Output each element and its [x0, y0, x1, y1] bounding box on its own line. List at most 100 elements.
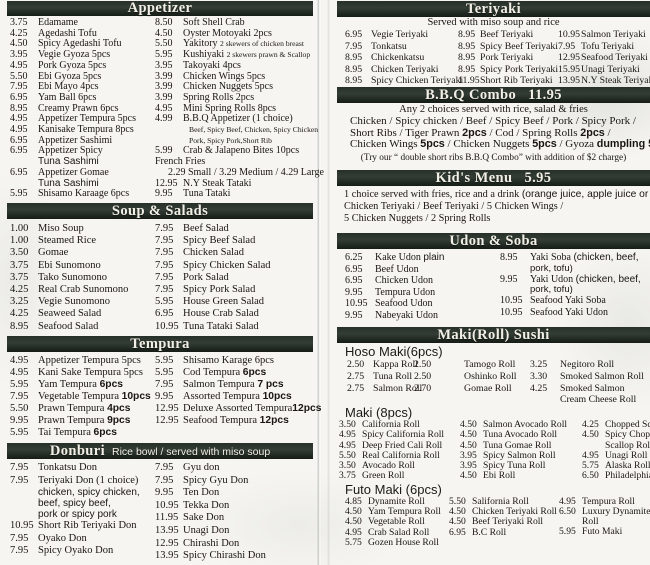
item-line: Seafood Teriyaki [581, 52, 650, 64]
item-subline: Cream Cheese Roll [560, 395, 650, 405]
item-line: Ebi Sunomono [38, 260, 155, 272]
item-line: Shisamo Karage 6pcs [183, 355, 321, 367]
menu-item: 7.95 Salmon Tempura 7 pcs [155, 379, 321, 391]
item-subline: pork, tofu) [530, 263, 650, 274]
item-price: 15.95 [558, 63, 581, 75]
menu-item: 4.50 Yam Tempura Roll [345, 506, 449, 517]
text-segment: (Try our “ double short ribs B.B.Q Combo… [360, 152, 627, 163]
item-line: Seafood Udon [375, 298, 500, 310]
item-price: 4.95 [559, 495, 576, 507]
menu-item: 7.95 Gyu don [155, 462, 313, 475]
menu-item: French Fries 2.29 Small / 3.29 Medium / 4… [155, 156, 324, 178]
item-line: Philadelphia Roll [605, 471, 650, 481]
paragraph-line: Chicken Teriyaki / Beef Teriyaki / 5 Chi… [337, 201, 650, 213]
text-segment: Miso Soup [38, 223, 84, 234]
item-line: Kanisake Tempura 8pcs [38, 124, 155, 136]
text-segment: Prawn Tempura [38, 403, 108, 414]
item-name: Tako Sunomono [38, 272, 155, 284]
item-price: 4.95 [10, 124, 28, 136]
menu-item: 5.95 Yam Tempura 6pcs [10, 379, 155, 391]
text-segment: French Fries [155, 156, 206, 168]
text-segment: Tuna Tataki Salad [183, 320, 259, 332]
item-line: Chickenkatsu [371, 52, 458, 64]
text-segment: 10pcs [121, 391, 151, 402]
item-line: Unagi Roll [605, 450, 650, 461]
menu-item: 12.95 Seafood Tempura 12pcs [155, 415, 321, 427]
item-price: 3.25 [10, 296, 29, 308]
item-line: Ebi Mayo 4pcs [38, 81, 155, 93]
paragraph-line: Chicken / Spicy chicken / Beef / Spicy B… [337, 115, 650, 128]
item-price: 11.95 [155, 512, 179, 524]
item-line: Spicy Chopped [605, 430, 650, 440]
menu-item: 4.50 Spicy ChoppedScallop Roll [582, 430, 650, 451]
item-line: Appetizer Gomae [38, 167, 155, 179]
item-line: N.Y Steak Teriyaki [581, 75, 650, 87]
item-name: Soft Shell Crab [183, 17, 324, 29]
section-body: 1.00 Miso Soup 1.00 Steamed Rice 3.50 Gomae 3.… [7, 223, 313, 333]
menu-item: 4.99 B.B.Q Appetizer (1 choice) Beef, Spic… [155, 113, 324, 146]
item-price: 4.95 [155, 102, 173, 114]
text-segment: Prawn Tempura [38, 415, 108, 426]
menu-item: 7.95 Tonkatsu [345, 41, 458, 53]
paragraph-line: Any 2 choices served with rice, salad & … [337, 103, 650, 116]
text-segment: Philadelphia Roll [605, 470, 650, 482]
menu-item: 8.95 Yaki Soba (chicken, beef, pork, tofu) [500, 252, 650, 274]
menu-item: 5.95 Shisamo Karaage 6pcs [10, 188, 155, 200]
menu-item: 6.95 Appetizer Gomae Tuna Sashimi [10, 167, 155, 189]
item-name: Spicy Salmon Roll [483, 450, 582, 461]
menu-item: 4.50 Tuna Gomae Roll [460, 440, 582, 451]
text-segment: 12pcs [292, 403, 322, 414]
item-name: Kake Udon plain [375, 252, 500, 264]
item-price: 4.50 [155, 27, 173, 39]
item-name: Tofu Teriyaki [581, 41, 650, 53]
item-name: Pork Gyoza 5pcs [38, 60, 155, 72]
menu-column: 5.95 Shisamo Karage 6pcs 5.95 Cod Tempura 6… [155, 355, 321, 439]
item-price: 6.95 [345, 29, 363, 40]
menu-item: 15.95 Unagi Teriyaki [558, 64, 650, 76]
item-price: 12.95 [155, 537, 179, 549]
text-segment: Takoyaki 4pcs [183, 59, 241, 71]
text-segment: 2 skewers of chicken breast [220, 39, 304, 49]
text-segment: 1 choice served with fries, rice and a d… [344, 189, 522, 200]
text-segment: Edamame [38, 17, 78, 28]
text-segment: Chopped Scallop Roll [605, 419, 650, 430]
item-line: Chopped Scallop Roll [605, 419, 650, 430]
text-segment: Tempura Udon [375, 286, 436, 298]
item-name: Avocado Roll [362, 461, 460, 471]
section-header-soup-salads: Soup & Salads [7, 203, 313, 219]
item-line: Ebi Gyoza 5pcs [38, 71, 155, 83]
text-segment: Vegie Sunomono [38, 296, 111, 308]
menu-item: 5.99 Crab & Jalapeno Bites 10pcs [155, 146, 324, 157]
item-price: 12.95 [155, 403, 179, 414]
text-segment: Tuna Sashimi [38, 177, 99, 189]
menu-item: 4.50 Chicken Teriyaki Roll [449, 506, 559, 517]
item-name: Yaki Soba (chicken, beef, pork, tofu) [530, 252, 650, 274]
text-segment: Tonkatsu [371, 40, 407, 52]
menu-item: 7.95 Oyako Don [10, 533, 155, 546]
menu-item: 6.95 House Crab Salad [155, 308, 313, 320]
item-price: 4.95 [10, 355, 29, 366]
text-segment: 6pcs [99, 379, 124, 390]
item-line: Mini Spring Rolls 8pcs [183, 103, 324, 115]
text-segment: 6pcs [242, 367, 267, 378]
menu-columns: 6.25 Kake Udon plain 6.95 Beef Udon 6.95 Chic… [337, 252, 650, 322]
text-segment: Alaska Roll [605, 459, 650, 471]
item-line: Short Rib Teriyaki [480, 75, 558, 87]
menu-item: 4.50 Beef Teriyaki Roll [449, 517, 559, 528]
item-line: Appetizer Sashimi [38, 135, 155, 147]
item-price: 3.95 [155, 59, 173, 71]
item-line: Seaweed Salad [38, 308, 155, 320]
text-segment: 2.29 Small / 3.29 Medium / 4.29 Large [168, 166, 324, 178]
text-segment: Cream Cheese Roll [560, 394, 637, 405]
item-price: 3.30 [530, 371, 548, 382]
text-segment: B.C Roll [472, 526, 507, 538]
item-line: Luxury Dynamite [582, 506, 650, 517]
text-segment: / [604, 126, 611, 139]
item-line: Tofu Teriyaki [581, 41, 650, 53]
item-name: Real Crab Sunomono [38, 284, 155, 296]
menu-item: 3.75 Ebi Sunomono [10, 260, 155, 272]
menu-item: 7.95 Tonkatsu Don [10, 462, 155, 475]
menu-item: 3.30 Smoked Salmon Roll [530, 371, 650, 383]
item-line: Vegetable Roll [368, 517, 449, 527]
menu-column: 5.50 Salifornia Roll 4.50 Chicken Teriyaki … [449, 496, 559, 548]
